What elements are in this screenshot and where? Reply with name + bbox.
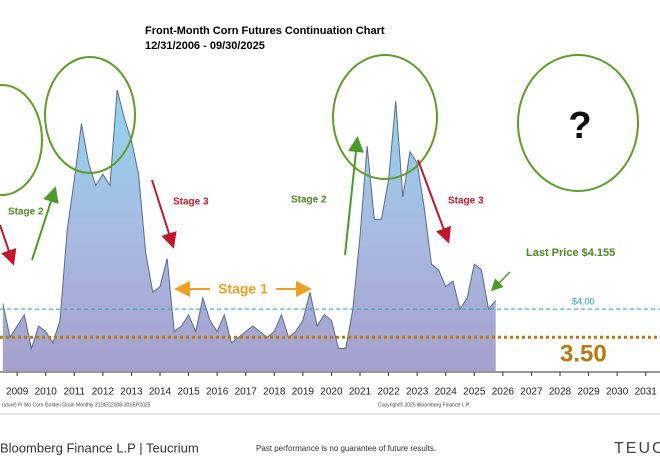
x-tick-label: 2025 [463,387,486,398]
x-tick-label: 2027 [520,387,543,398]
x-tick-label: 2009 [6,387,29,398]
annotation: Last Price $4.155 [526,247,615,259]
arrow [417,159,452,244]
x-tick-label: 2013 [120,387,143,398]
x-tick-label: 2020 [320,387,343,398]
x-tick-label: 2023 [406,387,429,398]
chart-subtitle: 12/31/2006 - 09/30/2025 [145,40,265,52]
source: Copyright© 2025 Bloomberg Finance L.P. [378,401,470,408]
x-tick-label: 2029 [577,387,600,398]
area-line [2,89,497,351]
x-tick-label: 2031 [635,387,658,398]
x-tick-label: 2011 [64,387,86,398]
area-fill [2,89,496,371]
x-tick-label: 2017 [235,387,258,398]
x-tick-label: 2030 [606,387,629,398]
circle [44,56,136,174]
x-tick-label: 2010 [35,387,58,398]
annotation: Stage 2 [291,195,327,206]
logo: TEUC [614,440,660,457]
plot-area: $4.00 3.50 2009 2010 2011 2012 2013 2014 2015 201… [0,89,660,398]
arrow [31,186,59,261]
x-tick-label: 2015 [177,387,200,398]
source: (uture) Fr Mo Corn Golden Grain Monthly … [2,402,151,408]
arrow [151,179,177,249]
x-tick-label: 2012 [92,387,115,398]
circle [332,54,438,180]
chart-title: Front-Month Corn Futures Continuation Ch… [145,25,385,37]
x-tick-label: 2022 [377,387,400,398]
footer-disclaimer: Past performance is no guarantee of futu… [256,444,436,453]
circle [0,84,43,196]
x-tick-label: 2014 [149,387,172,398]
annotation: Stage 1 [218,281,268,297]
reference-label: $4.00 [572,297,595,307]
arrow [344,136,364,256]
arrow [490,271,511,292]
annotation: Stage 2 [8,207,44,218]
arrow [0,224,17,266]
circle [517,54,639,192]
annotation: Stage 3 [173,197,209,208]
x-tick-label: 2028 [549,387,572,398]
x-tick-label: 2018 [263,387,286,398]
footer-credit: Bloomberg Finance L.P | Teucrium [0,440,199,455]
x-tick-label: 2019 [292,387,315,398]
annotation: ? [568,105,591,147]
annotation: Stage 3 [448,196,484,207]
x-tick-label: 2016 [206,387,229,398]
x-tick-label: 2021 [349,387,372,398]
x-tick-label: 2024 [435,387,458,398]
reference-label: 3.50 [560,341,607,368]
annotations: Front-Month Corn Futures Continuation Ch… [0,25,660,457]
x-tick-label: 2026 [492,387,515,398]
